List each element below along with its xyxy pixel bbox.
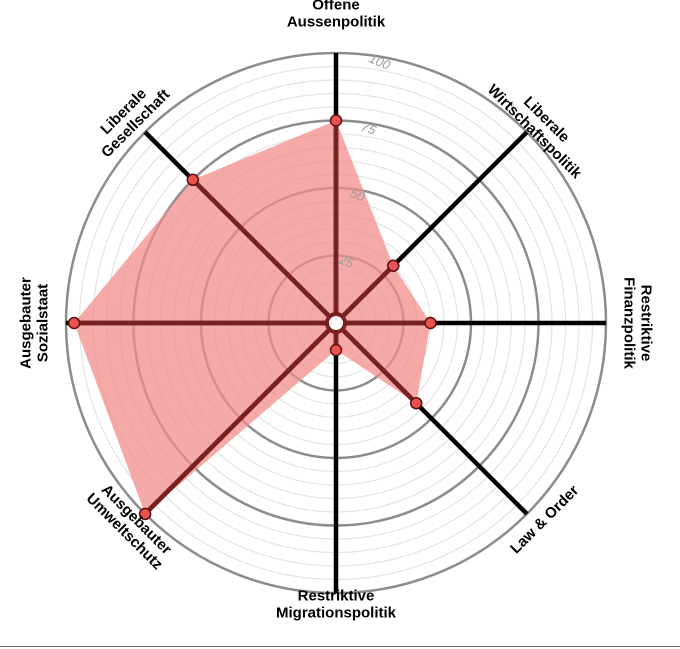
data-point xyxy=(186,173,200,187)
axis-label-line: Restriktive xyxy=(298,587,375,604)
data-point xyxy=(138,507,152,521)
tick-labels: 25 50 75 100 xyxy=(336,51,393,272)
axis-label-line: Aussenpolitik xyxy=(287,13,386,30)
center-point xyxy=(325,312,347,334)
data-spoke xyxy=(191,178,338,325)
bottom-divider xyxy=(0,646,680,647)
axis-label-line: Offene xyxy=(312,0,360,13)
data-point xyxy=(67,316,81,330)
data-spoke xyxy=(334,264,395,325)
tick-label: 75 xyxy=(359,119,379,139)
data-point xyxy=(329,343,343,357)
data-point xyxy=(329,114,343,127)
data-spoke xyxy=(334,321,418,405)
data-point xyxy=(387,259,400,272)
tick-label: 50 xyxy=(348,185,368,205)
axis-label-line: Migrationspolitik xyxy=(276,604,397,621)
data-area xyxy=(74,120,431,514)
tick-label: 25 xyxy=(336,251,357,271)
axis-label: Ausgebauter Sozialstaat xyxy=(17,277,51,369)
data-point xyxy=(409,396,423,410)
axis-label-line: Restriktive xyxy=(638,285,655,362)
data-area-polygon xyxy=(74,120,431,514)
axis-label-line: Sozialstaat xyxy=(34,284,51,362)
data-point xyxy=(424,316,437,330)
axis-label-line: Finanzpolitik xyxy=(621,277,638,369)
data-points xyxy=(67,114,437,521)
axis-label-line: Ausgebauter xyxy=(17,277,34,369)
tick-label: 100 xyxy=(367,51,393,73)
data-spoke xyxy=(143,321,338,516)
